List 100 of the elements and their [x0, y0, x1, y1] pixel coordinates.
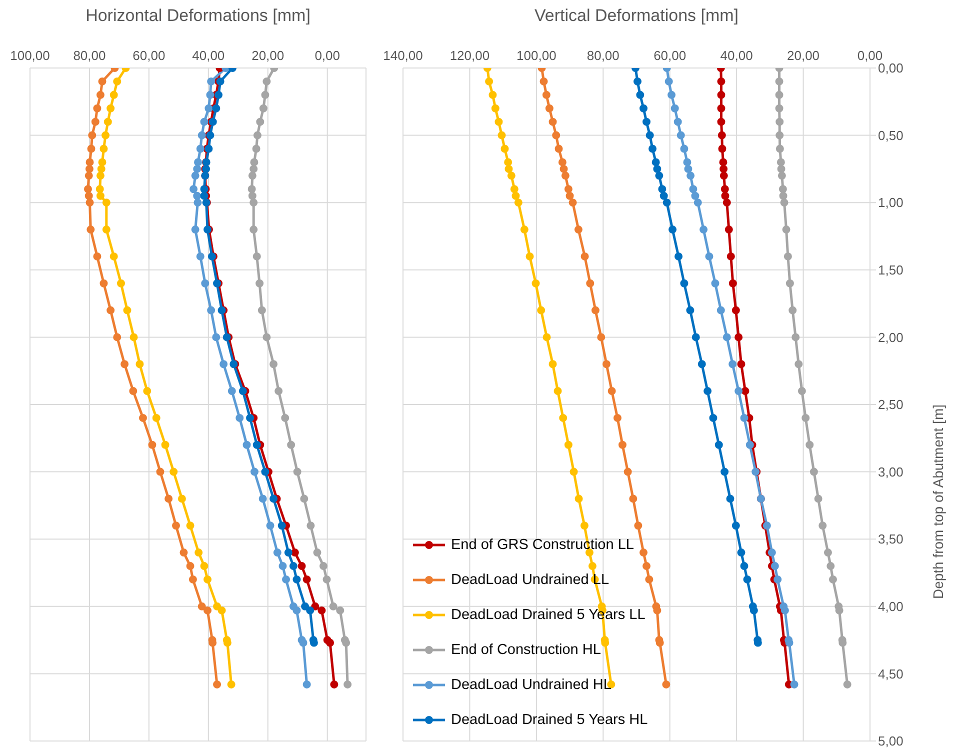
point [204, 575, 212, 584]
point [201, 279, 210, 288]
point [96, 90, 104, 99]
point [194, 158, 202, 166]
point [273, 548, 282, 557]
y-axis-title: Depth from top of Abutment [m] [930, 404, 946, 600]
point [86, 158, 94, 166]
point [190, 185, 198, 194]
y-tick-label: 0,00 [878, 60, 904, 76]
point [794, 360, 803, 368]
point [537, 306, 546, 314]
point [717, 118, 726, 126]
point [704, 387, 712, 396]
point [227, 680, 236, 688]
point [740, 414, 748, 422]
point [250, 158, 258, 166]
point [261, 90, 270, 99]
point [737, 548, 746, 557]
x-tick-label: 80,00 [73, 48, 106, 63]
point [212, 104, 220, 112]
point [570, 468, 578, 476]
point [740, 562, 748, 570]
point [120, 360, 129, 368]
point [330, 680, 338, 688]
point [282, 575, 290, 584]
point [680, 144, 688, 153]
point [319, 562, 328, 570]
point [564, 185, 572, 194]
point [186, 562, 194, 570]
point [302, 575, 311, 584]
point [200, 118, 208, 126]
point [161, 440, 170, 449]
point [717, 90, 726, 99]
point [802, 414, 810, 422]
point [98, 77, 106, 86]
point [776, 144, 784, 153]
point [196, 252, 204, 260]
point [510, 185, 518, 194]
x-tick-label: 20,00 [252, 48, 284, 63]
point [646, 131, 654, 140]
point [344, 680, 352, 688]
point [306, 522, 315, 530]
point [629, 494, 638, 503]
point [724, 226, 733, 234]
point [824, 548, 832, 557]
point [289, 562, 298, 570]
point [564, 440, 572, 449]
point [720, 468, 729, 476]
point [270, 360, 278, 368]
point [782, 226, 790, 234]
point [814, 494, 822, 503]
x-tick-label: 40,00 [192, 48, 225, 63]
point [732, 522, 740, 530]
point [318, 606, 326, 614]
point [102, 198, 110, 207]
point [143, 387, 152, 396]
point [674, 118, 682, 126]
x-tick-label: 120,00 [450, 48, 490, 63]
y-tick-label: 1,00 [878, 195, 904, 210]
point [313, 548, 322, 557]
point [542, 333, 551, 342]
point [284, 548, 292, 557]
point [784, 252, 792, 260]
point [252, 252, 261, 260]
point [290, 548, 299, 557]
point [218, 606, 226, 614]
point [591, 306, 600, 314]
point [311, 602, 320, 610]
point [129, 387, 138, 396]
point [261, 468, 270, 476]
point [253, 131, 262, 140]
point [84, 185, 92, 194]
point [292, 575, 301, 584]
point [664, 77, 673, 86]
point [259, 104, 268, 112]
point [207, 77, 216, 86]
point [613, 414, 622, 422]
point [204, 104, 213, 112]
point [198, 602, 206, 610]
point [193, 164, 202, 173]
point [674, 252, 683, 260]
point [770, 562, 779, 570]
point [645, 575, 654, 584]
point [548, 118, 557, 126]
point [250, 468, 258, 476]
point [191, 226, 200, 234]
point [545, 104, 554, 112]
point [156, 468, 164, 476]
point [554, 387, 562, 396]
y-tick-label: 2,50 [878, 397, 904, 412]
point [818, 522, 827, 530]
point [512, 192, 520, 200]
point [96, 192, 104, 200]
point [180, 548, 188, 557]
point [123, 306, 132, 314]
point [717, 104, 726, 112]
point [580, 522, 588, 530]
point [193, 192, 202, 200]
point [720, 185, 729, 194]
point [597, 333, 606, 342]
